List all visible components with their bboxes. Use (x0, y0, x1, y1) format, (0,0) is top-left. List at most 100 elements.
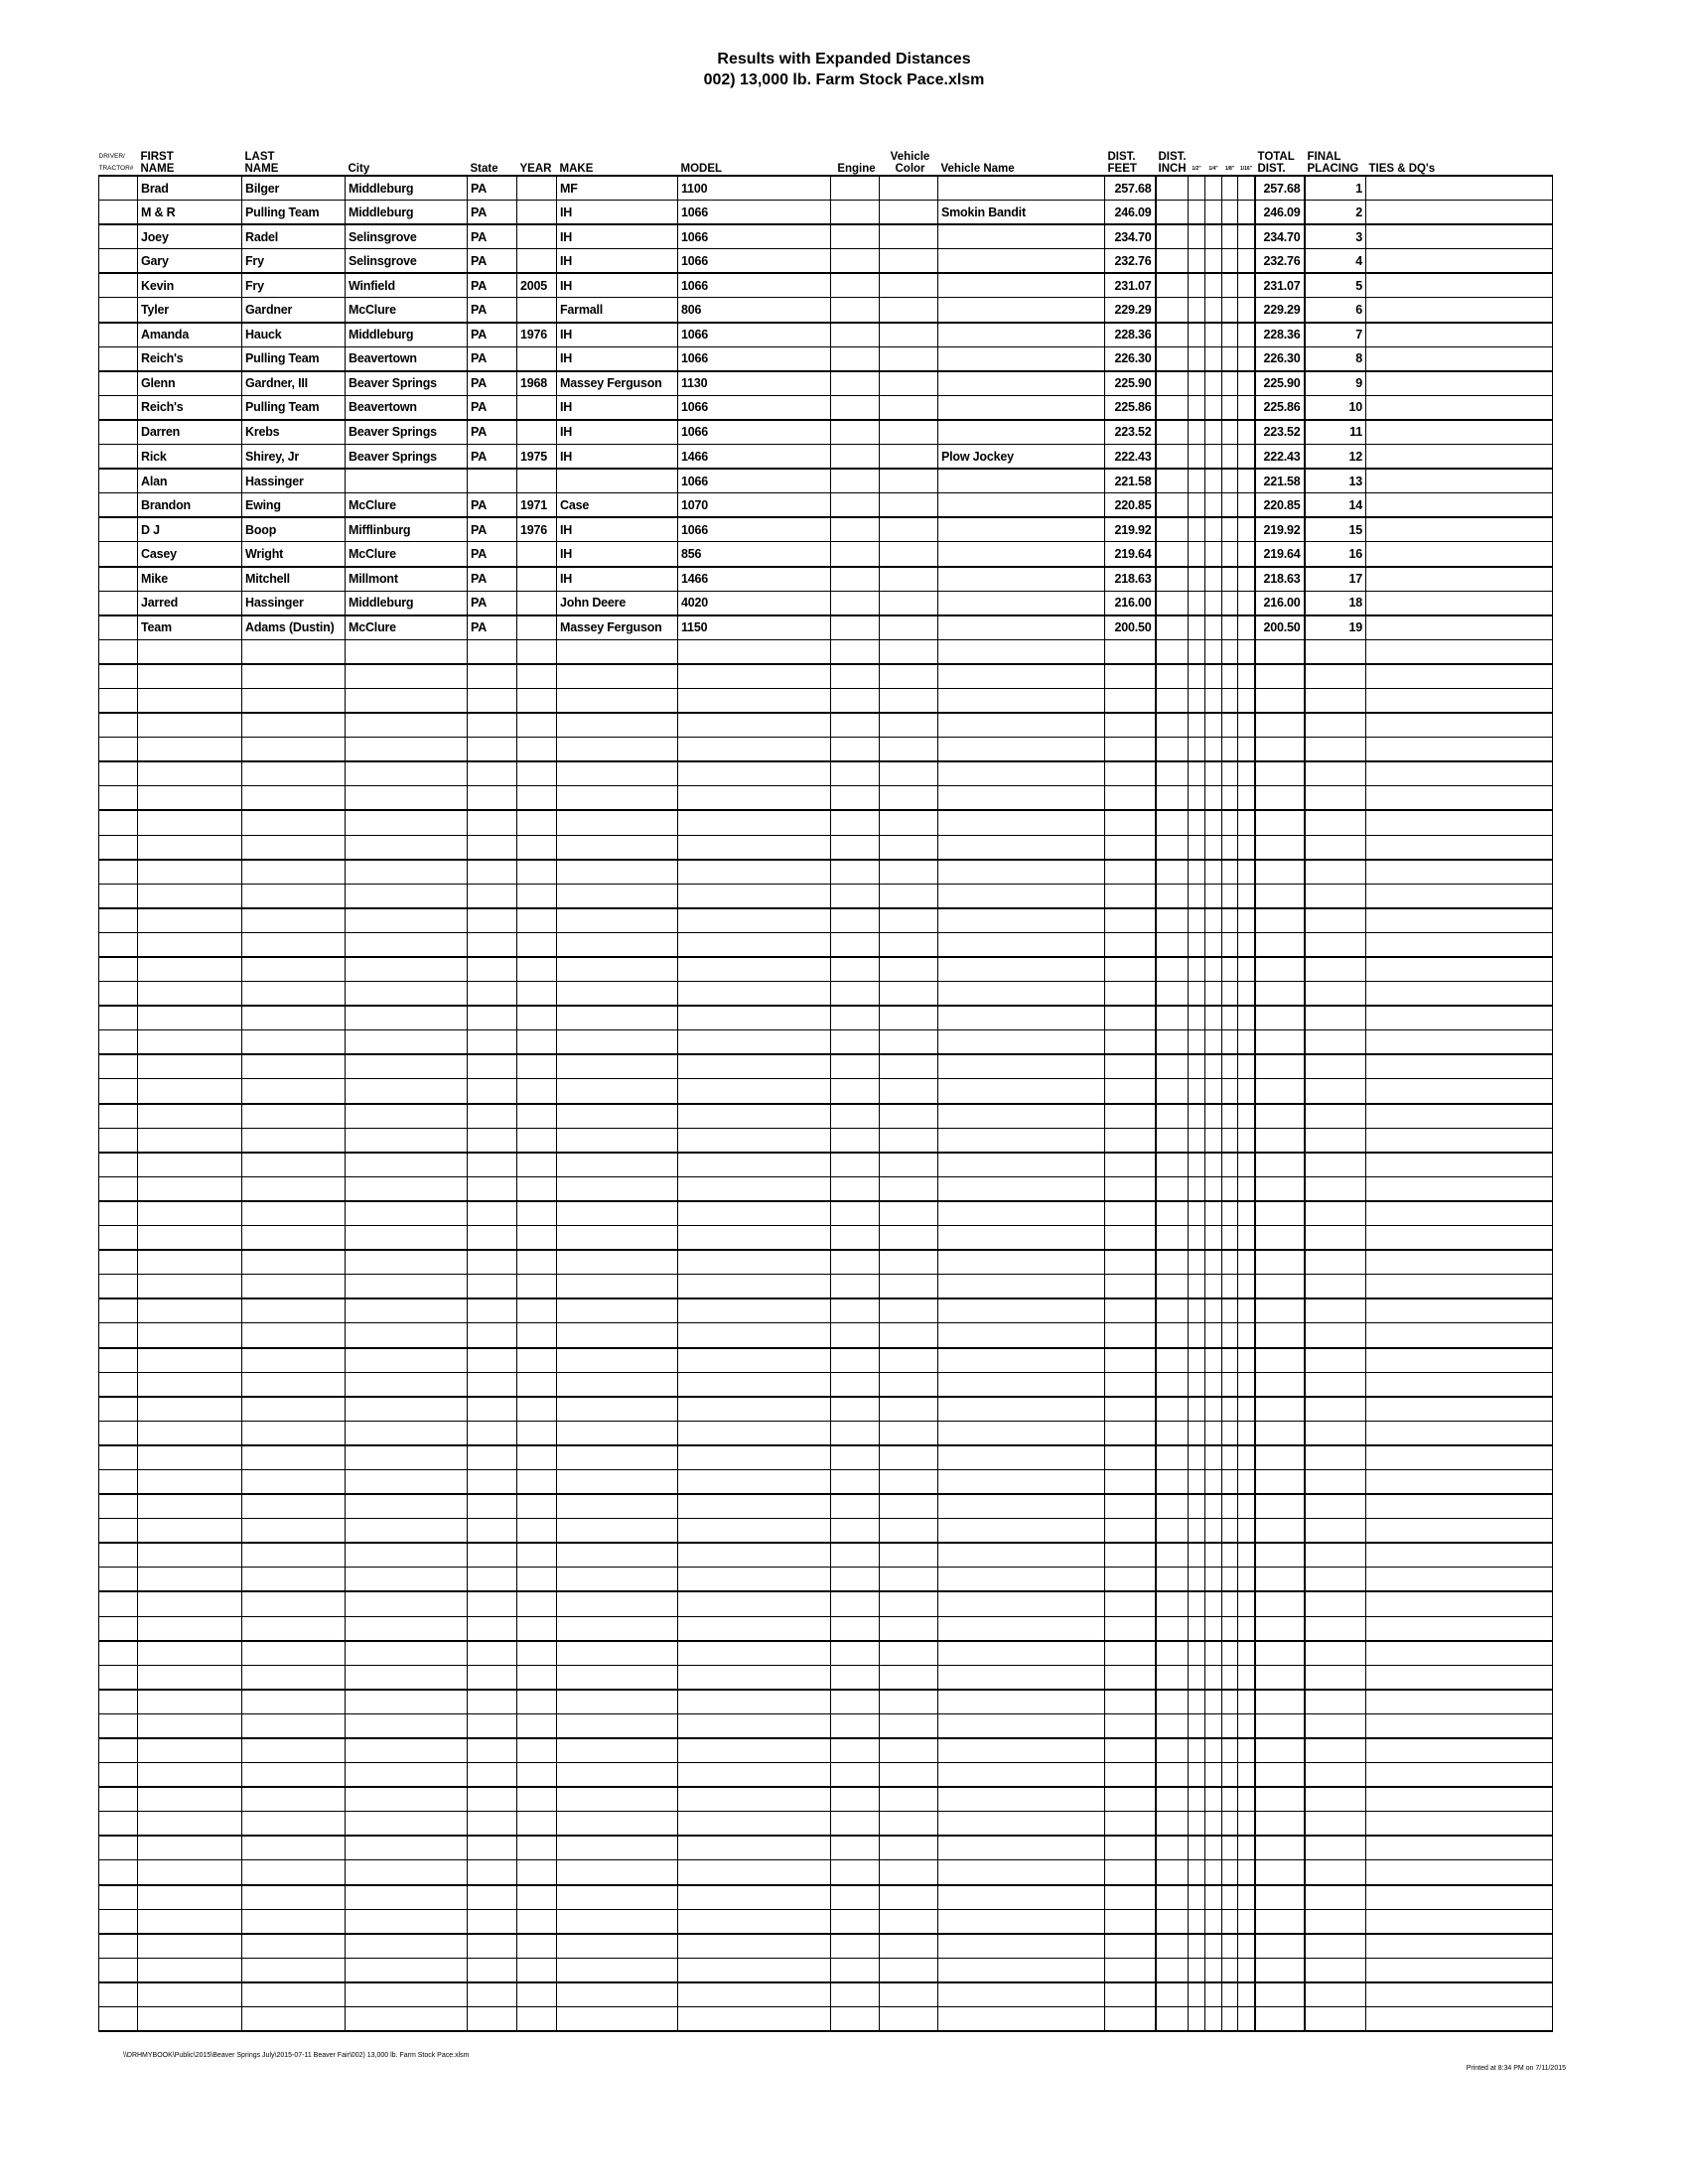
cell-half (1188, 322, 1205, 347)
cell-year (516, 1469, 557, 1496)
cell-driver (98, 370, 138, 396)
cell-last: Mitchell (241, 566, 346, 592)
cell-last (241, 1152, 346, 1177)
cell-total-dist: 222.43 (1253, 444, 1305, 471)
cell-state (467, 1396, 517, 1422)
cell-sixteenth (1237, 1103, 1255, 1129)
cell-eighth (1221, 492, 1238, 519)
cell-driver (98, 248, 138, 275)
cell-eighth (1221, 1469, 1238, 1496)
table-row (98, 1274, 1553, 1300)
results-table: DRIVER/TRACTOR# FIRST NAME LAST NAME City … (98, 145, 1553, 2033)
cell-engine (830, 957, 880, 983)
table-row (98, 957, 1553, 983)
cell-model (677, 981, 831, 1008)
cell-engine (830, 1494, 880, 1520)
cell-make: IH (556, 444, 678, 471)
cell-last: Pulling Team (241, 395, 346, 421)
cell-driver (98, 1518, 138, 1545)
table-row (98, 1494, 1553, 1520)
cell-model (677, 810, 831, 836)
cell-dist-inch (1154, 1298, 1189, 1324)
cell-total-dist (1253, 1981, 1305, 2008)
cell-make (556, 957, 678, 983)
cell-year (516, 1029, 557, 1056)
cell-final-placing (1303, 1640, 1366, 1666)
cell-engine (830, 1444, 880, 1470)
cell-total-dist (1253, 1909, 1305, 1935)
table-row: Casey Wright McClure PA IH 856 219.64 219.64 16 (98, 541, 1553, 568)
cell-total-dist (1253, 1322, 1305, 1349)
cell-dist-inch (1154, 1665, 1189, 1691)
cell-half (1188, 1981, 1205, 2008)
cell-dist-inch (1154, 1225, 1189, 1252)
cell-state: PA (467, 297, 517, 324)
cell-dist-feet (1104, 1421, 1156, 1446)
cell-vehicle-color (879, 1250, 938, 1276)
cell-ties-dqs (1365, 1787, 1553, 1813)
cell-vehicle-name (937, 395, 1105, 421)
cell-year (516, 981, 557, 1008)
cell-vehicle-color (879, 1787, 938, 1813)
cell-sixteenth (1237, 370, 1255, 396)
cell-make (556, 761, 678, 787)
cell-dist-feet (1104, 957, 1156, 983)
cell-final-placing (1303, 1444, 1366, 1470)
cell-year (516, 1909, 557, 1935)
cell-dist-feet: 200.50 (1104, 614, 1156, 640)
cell-year (516, 1322, 557, 1349)
cell-driver (98, 981, 138, 1008)
cell-last (241, 1859, 346, 1886)
cell-quarter (1204, 1958, 1222, 1983)
cell-half (1188, 1933, 1205, 1959)
cell-sixteenth (1237, 1225, 1255, 1252)
cell-final-placing (1303, 1078, 1366, 1105)
table-row: D J Boop Mifflinburg PA 1976 IH 1066 219.92 219.… (98, 517, 1553, 543)
cell-driver (98, 713, 138, 739)
cell-dist-inch (1154, 1152, 1189, 1177)
table-row (98, 761, 1553, 787)
cell-model (677, 785, 831, 812)
cell-half (1188, 541, 1205, 568)
cell-total-dist (1253, 1787, 1305, 1813)
cell-vehicle-color (879, 1836, 938, 1861)
table-row (98, 1981, 1553, 2008)
cell-engine (830, 785, 880, 812)
cell-city (345, 810, 468, 836)
cell-sixteenth (1237, 1152, 1255, 1177)
cell-first (137, 835, 242, 861)
cell-last: Hauck (241, 322, 346, 347)
cell-eighth (1221, 1981, 1238, 2008)
cell-half (1188, 1567, 1205, 1593)
cell-half (1188, 1250, 1205, 1276)
cell-eighth (1221, 1909, 1238, 1935)
cell-model (677, 1933, 831, 1959)
cell-engine (830, 1859, 880, 1886)
cell-ties-dqs (1365, 1298, 1553, 1324)
cell-vehicle-color (879, 1689, 938, 1714)
cell-final-placing (1303, 957, 1366, 983)
cell-eighth (1221, 1372, 1238, 1398)
cell-vehicle-name: Plow Jockey (937, 444, 1105, 471)
cell-year (516, 1689, 557, 1714)
cell-sixteenth (1237, 176, 1255, 202)
cell-eighth (1221, 884, 1238, 909)
cell-driver (98, 200, 138, 226)
cell-state: PA (467, 370, 517, 396)
cell-first (137, 1469, 242, 1496)
cell-quarter (1204, 591, 1222, 616)
table-row (98, 1054, 1553, 1080)
cell-half (1188, 273, 1205, 299)
cell-make (556, 1713, 678, 1739)
table-row: Team Adams (Dustin) McClure PA Massey Fergus… (98, 614, 1553, 640)
cell-engine (830, 859, 880, 885)
cell-total-dist: 223.52 (1253, 419, 1305, 446)
table-row (98, 1909, 1553, 1935)
cell-quarter (1204, 469, 1222, 494)
cell-driver (98, 1298, 138, 1324)
table-row (98, 1787, 1553, 1813)
cell-sixteenth (1237, 1200, 1255, 1227)
cell-first (137, 688, 242, 715)
cell-quarter (1204, 1762, 1222, 1789)
cell-dist-inch (1154, 1543, 1189, 1569)
